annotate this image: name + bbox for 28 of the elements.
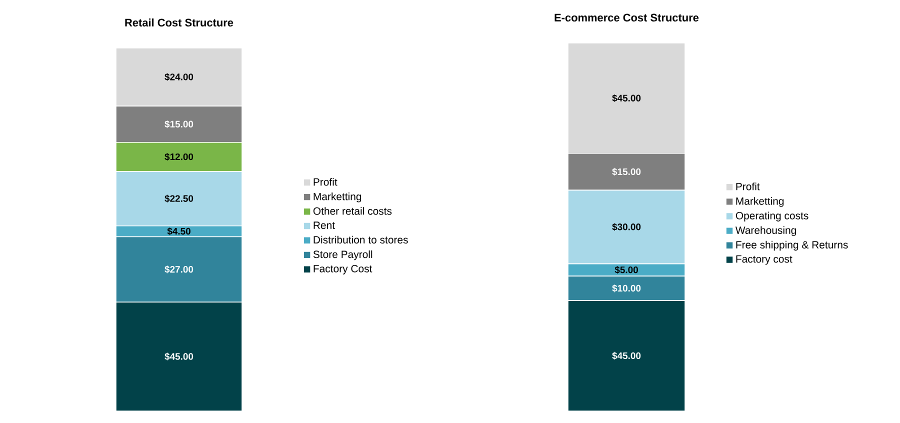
data-label: $12.00: [164, 153, 194, 161]
data-label: $10.00: [612, 284, 641, 292]
legend-label: Distribution to stores: [314, 236, 408, 244]
data-label: $22.50: [164, 194, 194, 203]
chart-title: Retail Cost Structure: [125, 18, 234, 26]
legend-label: Marketting: [314, 192, 362, 202]
legend-label: Factory cost: [736, 255, 792, 265]
data-label: $24.00: [164, 73, 194, 81]
legend-label: Profit: [736, 182, 760, 190]
legend-label: Store Payroll: [313, 250, 372, 260]
legend-label: Free shipping & Returns: [736, 240, 848, 251]
data-label: $4.50: [167, 227, 190, 236]
data-label: $5.00: [614, 266, 638, 274]
legend-label: Profit: [314, 178, 338, 186]
legend-label: Warehousing: [735, 226, 796, 236]
legend-label: Other retail costs: [313, 207, 392, 215]
legend-label: Factory Cost: [314, 264, 372, 274]
data-label: $27.00: [164, 266, 194, 274]
legend-label: Rent: [314, 222, 335, 229]
legend-label: Marketting: [736, 197, 784, 207]
data-label: $30.00: [612, 223, 641, 231]
data-label: $15.00: [164, 120, 194, 128]
data-label: $45.00: [164, 352, 194, 360]
data-label: $45.00: [612, 352, 641, 360]
data-label: $15.00: [612, 168, 641, 176]
chart-title: E-commerce Cost Structure: [554, 14, 699, 22]
legend-label: Operating costs: [736, 212, 808, 222]
data-label: $45.00: [612, 94, 641, 102]
